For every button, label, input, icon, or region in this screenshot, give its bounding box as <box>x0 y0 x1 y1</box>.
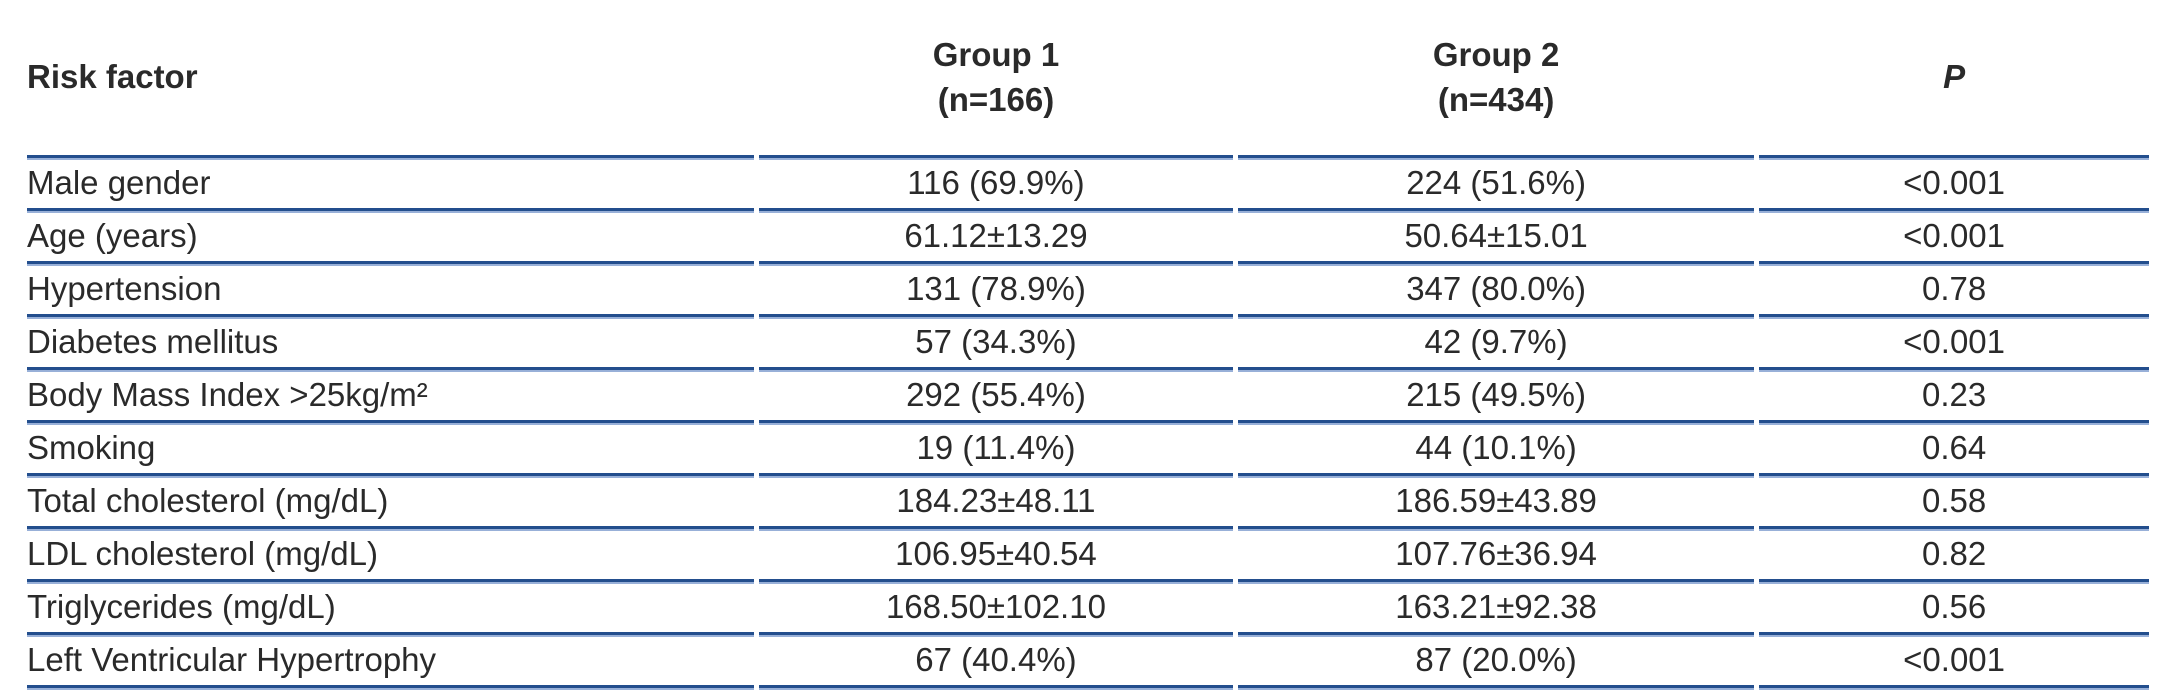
cell-group2-value: 215 (49.5%) <box>1237 370 1755 423</box>
cell-group1-value: 19 (11.4%) <box>758 423 1233 476</box>
cell-p-value: <0.001 <box>1759 158 2149 211</box>
cell-group2-value: 347 (80.0%) <box>1237 264 1755 317</box>
cell-group2-value: 163.21±92.38 <box>1237 582 1755 635</box>
cell-p-value: 0.58 <box>1759 476 2149 529</box>
cell-p-value: <0.001 <box>1759 317 2149 370</box>
table-row: Male gender 116 (69.9%) 224 (51.6%) <0.001 <box>27 158 2149 211</box>
column-header-p-value: P <box>1759 0 2149 158</box>
table-body: Male gender 116 (69.9%) 224 (51.6%) <0.001 A… <box>27 158 2149 688</box>
group2-header-name: Group 2 <box>1432 35 1560 73</box>
cell-group2-value: 50.64±15.01 <box>1237 211 1755 264</box>
cell-p-value: 0.78 <box>1759 264 2149 317</box>
table-header: Risk factor Group 1 (n=166) Group 2 (n=4… <box>27 0 2149 158</box>
cell-group1-value: 184.23±48.11 <box>758 476 1233 529</box>
cell-risk-factor: Left Ventricular Hypertrophy <box>27 635 754 688</box>
cell-p-value: 0.56 <box>1759 582 2149 635</box>
cell-p-value: 0.23 <box>1759 370 2149 423</box>
cell-p-value: <0.001 <box>1759 635 2149 688</box>
table-row: Hypertension 131 (78.9%) 347 (80.0%) 0.78 <box>27 264 2149 317</box>
cell-group2-value: 44 (10.1%) <box>1237 423 1755 476</box>
cell-risk-factor: LDL cholesterol (mg/dL) <box>27 529 754 582</box>
cell-group2-value: 186.59±43.89 <box>1237 476 1755 529</box>
cell-group1-value: 67 (40.4%) <box>758 635 1233 688</box>
group2-header-n: (n=434) <box>1437 80 1555 118</box>
cell-p-value: 0.82 <box>1759 529 2149 582</box>
cell-group2-value: 107.76±36.94 <box>1237 529 1755 582</box>
group1-header-n: (n=166) <box>937 80 1055 118</box>
table-row: Smoking 19 (11.4%) 44 (10.1%) 0.64 <box>27 423 2149 476</box>
cell-group1-value: 106.95±40.54 <box>758 529 1233 582</box>
column-header-group1: Group 1 (n=166) <box>758 0 1233 158</box>
table-row: Age (years) 61.12±13.29 50.64±15.01 <0.001 <box>27 211 2149 264</box>
risk-factor-table: Risk factor Group 1 (n=166) Group 2 (n=4… <box>22 0 2154 688</box>
cell-group1-value: 292 (55.4%) <box>758 370 1233 423</box>
table-row: Total cholesterol (mg/dL) 184.23±48.11 186… <box>27 476 2149 529</box>
group1-header-name: Group 1 <box>932 35 1060 73</box>
cell-group2-value: 224 (51.6%) <box>1237 158 1755 211</box>
table-row: Body Mass Index >25kg/m² 292 (55.4%) 215 (… <box>27 370 2149 423</box>
column-header-group2: Group 2 (n=434) <box>1237 0 1755 158</box>
cell-group2-value: 87 (20.0%) <box>1237 635 1755 688</box>
cell-group1-value: 57 (34.3%) <box>758 317 1233 370</box>
table-row: Triglycerides (mg/dL) 168.50±102.10 163.21… <box>27 582 2149 635</box>
cell-group1-value: 61.12±13.29 <box>758 211 1233 264</box>
cell-risk-factor: Diabetes mellitus <box>27 317 754 370</box>
cell-group1-value: 131 (78.9%) <box>758 264 1233 317</box>
header-row: Risk factor Group 1 (n=166) Group 2 (n=4… <box>27 0 2149 158</box>
table-row: Diabetes mellitus 57 (34.3%) 42 (9.7%) <0.0… <box>27 317 2149 370</box>
column-header-risk-factor: Risk factor <box>27 0 754 158</box>
cell-group2-value: 42 (9.7%) <box>1237 317 1755 370</box>
cell-risk-factor: Triglycerides (mg/dL) <box>27 582 754 635</box>
table-row: LDL cholesterol (mg/dL) 106.95±40.54 107.7… <box>27 529 2149 582</box>
cell-group1-value: 168.50±102.10 <box>758 582 1233 635</box>
cell-risk-factor: Smoking <box>27 423 754 476</box>
cell-p-value: <0.001 <box>1759 211 2149 264</box>
table-row: Left Ventricular Hypertrophy 67 (40.4%) 87… <box>27 635 2149 688</box>
cell-risk-factor: Total cholesterol (mg/dL) <box>27 476 754 529</box>
cell-p-value: 0.64 <box>1759 423 2149 476</box>
cell-group1-value: 116 (69.9%) <box>758 158 1233 211</box>
cell-risk-factor: Age (years) <box>27 211 754 264</box>
cell-risk-factor: Male gender <box>27 158 754 211</box>
cell-risk-factor: Hypertension <box>27 264 754 317</box>
cell-risk-factor: Body Mass Index >25kg/m² <box>27 370 754 423</box>
